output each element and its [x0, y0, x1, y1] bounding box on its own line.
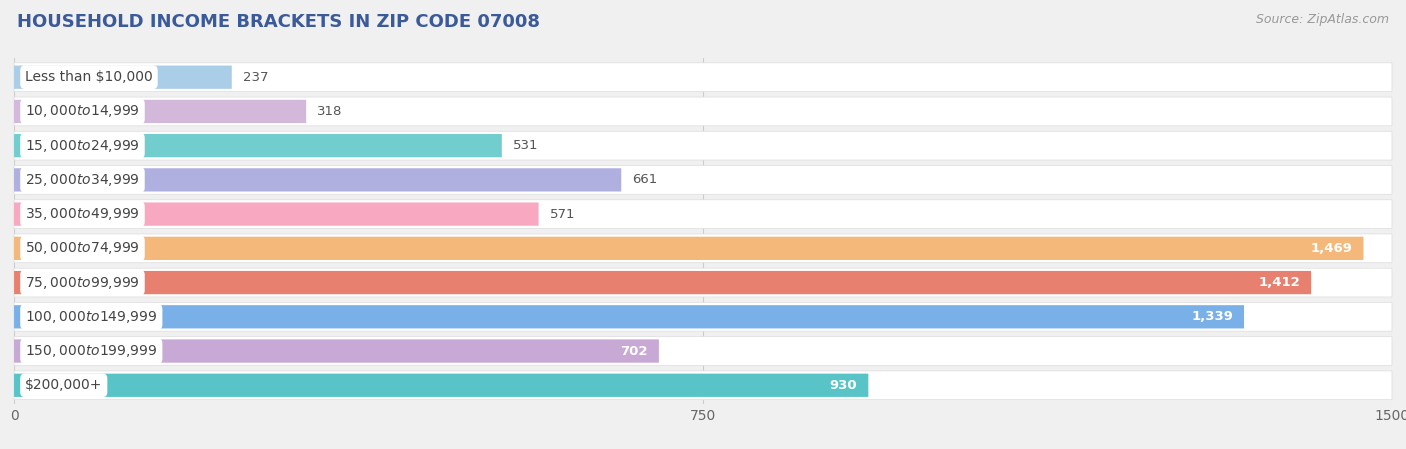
Text: $25,000 to $34,999: $25,000 to $34,999	[25, 172, 139, 188]
Text: 661: 661	[633, 173, 658, 186]
Text: 1,469: 1,469	[1310, 242, 1353, 255]
FancyBboxPatch shape	[14, 134, 502, 157]
FancyBboxPatch shape	[14, 305, 1244, 329]
FancyBboxPatch shape	[14, 371, 1392, 400]
Text: 702: 702	[620, 344, 648, 357]
Text: 1,339: 1,339	[1191, 310, 1233, 323]
FancyBboxPatch shape	[14, 268, 1392, 297]
FancyBboxPatch shape	[14, 237, 1364, 260]
FancyBboxPatch shape	[14, 166, 1392, 194]
Text: $10,000 to $14,999: $10,000 to $14,999	[25, 103, 139, 119]
FancyBboxPatch shape	[14, 63, 1392, 92]
Text: $50,000 to $74,999: $50,000 to $74,999	[25, 240, 139, 256]
FancyBboxPatch shape	[14, 271, 1312, 294]
FancyBboxPatch shape	[14, 168, 621, 192]
Text: 531: 531	[513, 139, 538, 152]
Text: $15,000 to $24,999: $15,000 to $24,999	[25, 138, 139, 154]
Text: Less than $10,000: Less than $10,000	[25, 70, 153, 84]
FancyBboxPatch shape	[14, 303, 1392, 331]
FancyBboxPatch shape	[14, 202, 538, 226]
Text: $150,000 to $199,999: $150,000 to $199,999	[25, 343, 157, 359]
Text: 237: 237	[243, 70, 269, 84]
FancyBboxPatch shape	[14, 374, 869, 397]
Text: Source: ZipAtlas.com: Source: ZipAtlas.com	[1256, 13, 1389, 26]
Text: 1,412: 1,412	[1258, 276, 1301, 289]
Text: $35,000 to $49,999: $35,000 to $49,999	[25, 206, 139, 222]
Text: $75,000 to $99,999: $75,000 to $99,999	[25, 275, 139, 291]
Text: 930: 930	[830, 379, 858, 392]
FancyBboxPatch shape	[14, 100, 307, 123]
FancyBboxPatch shape	[14, 339, 659, 363]
FancyBboxPatch shape	[14, 97, 1392, 126]
FancyBboxPatch shape	[14, 66, 232, 89]
FancyBboxPatch shape	[14, 131, 1392, 160]
Text: 318: 318	[318, 105, 343, 118]
Text: 571: 571	[550, 207, 575, 220]
Text: HOUSEHOLD INCOME BRACKETS IN ZIP CODE 07008: HOUSEHOLD INCOME BRACKETS IN ZIP CODE 07…	[17, 13, 540, 31]
FancyBboxPatch shape	[14, 234, 1392, 263]
FancyBboxPatch shape	[14, 200, 1392, 229]
Text: $200,000+: $200,000+	[25, 378, 103, 392]
FancyBboxPatch shape	[14, 337, 1392, 365]
Text: $100,000 to $149,999: $100,000 to $149,999	[25, 309, 157, 325]
